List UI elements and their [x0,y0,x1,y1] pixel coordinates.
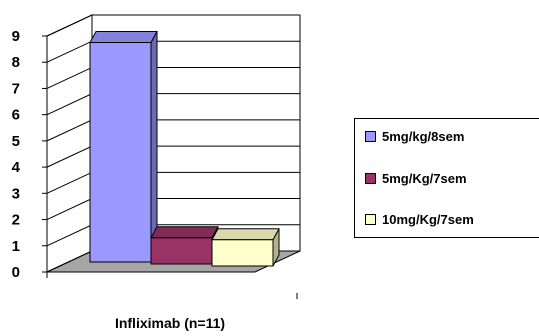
legend-swatch [365,172,376,184]
bar-top [150,226,219,239]
side-wall [46,14,93,273]
bar-front [211,239,274,267]
legend-item: 5mg/Kg/7sem [365,170,467,186]
bar-5mg-kg-7sem [150,226,219,265]
bar-front [150,237,213,265]
legend-item: 10mg/Kg/7sem [365,211,474,227]
legend-label: 10mg/Kg/7sem [382,211,474,227]
legend: 5mg/kg/8sem 5mg/Kg/7sem 10mg/Kg/7sem [354,118,539,238]
legend-label: 5mg/Kg/7sem [382,170,467,186]
bar-5mg-kg-8sem [89,31,158,263]
y-tick-label: 6 [12,107,20,124]
y-tick-label: 5 [12,133,20,150]
y-tick-label: 4 [12,159,21,176]
bar-top [211,228,280,241]
bar-10mg-kg-7sem [211,228,280,267]
y-tick-label: 0 [12,264,20,281]
y-tick-label: 7 [12,80,20,97]
bar-top [89,31,158,44]
x-axis: Infliximab (n=11) [46,271,298,331]
legend-swatch [365,213,376,225]
y-tick-label: 3 [12,185,20,202]
gridline [46,14,300,37]
x-category-label: Infliximab (n=11) [115,315,225,331]
legend-item: 5mg/kg/8sem [365,128,465,144]
legend-label: 5mg/kg/8sem [382,128,465,144]
legend-swatch [365,130,376,142]
bars [89,31,280,267]
y-axis: 0 1 2 3 4 5 6 7 8 9 [12,28,48,281]
y-tick-label: 9 [12,28,20,45]
y-tick-label: 1 [12,238,20,255]
y-tick-label: 2 [12,212,20,229]
bar-front [89,42,152,263]
y-tick-label: 8 [12,54,20,71]
